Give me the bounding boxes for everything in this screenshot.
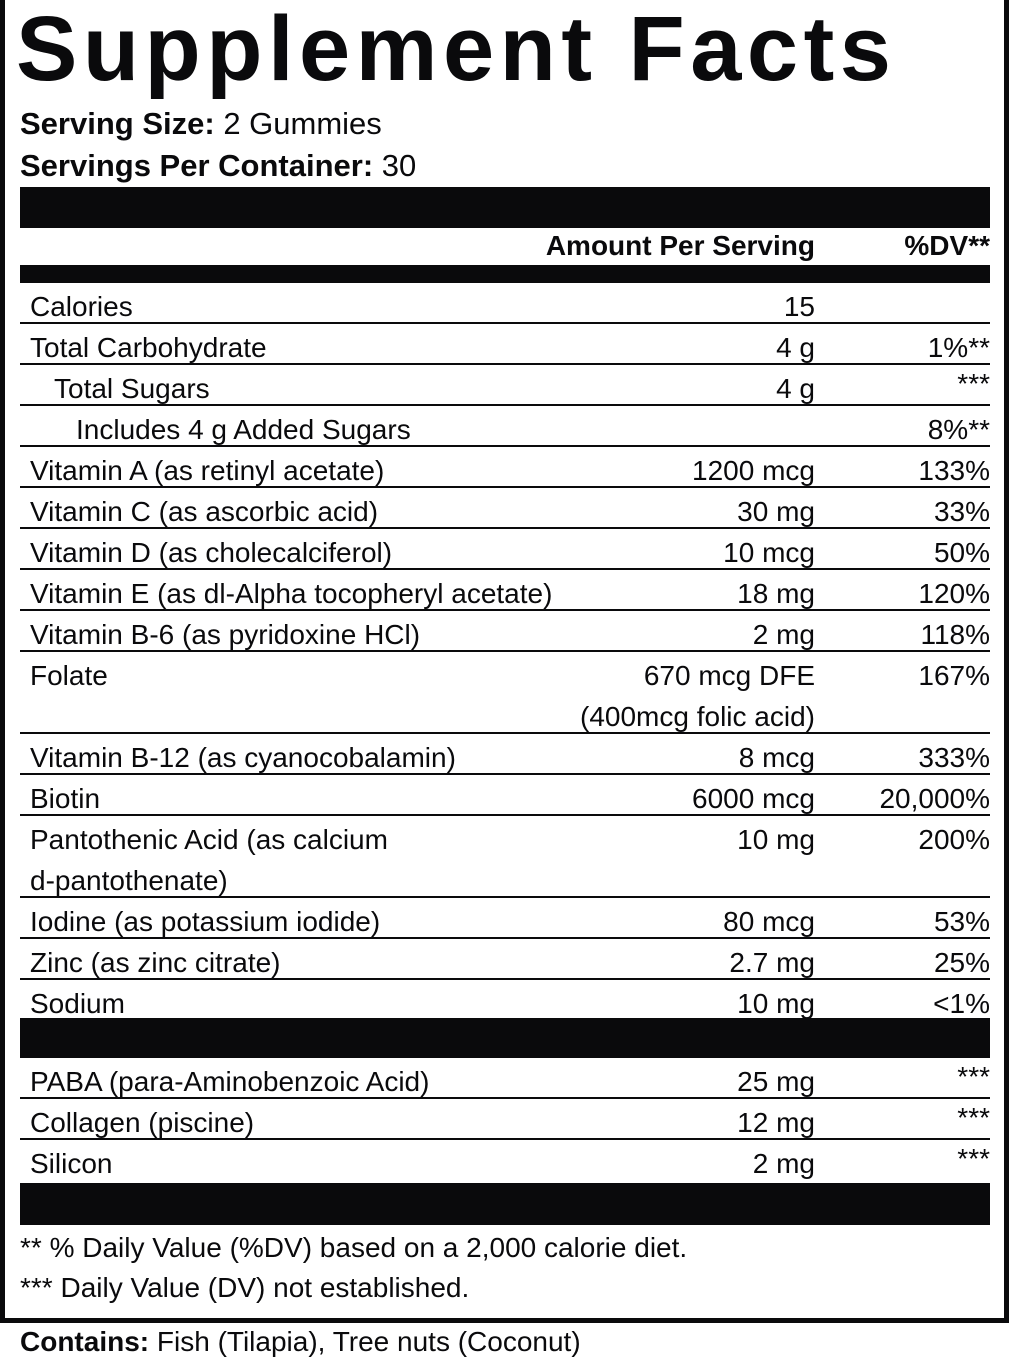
nutrient-name: Iodine (as potassium iodide): [30, 906, 381, 937]
nutrient-row: Total Carbohydrate 4 g 1%**: [20, 324, 990, 365]
serving-size: Serving Size: 2 Gummies: [20, 106, 382, 142]
servings-per-container: Servings Per Container: 30: [20, 148, 416, 184]
nutrient-name: Includes 4 g Added Sugars: [76, 414, 411, 445]
nutrient-dv: 33%: [933, 496, 990, 527]
nutrient-row: Pantothenic Acid (as calcium d-pantothen…: [20, 816, 990, 898]
nutrient-row: PABA (para-Aminobenzoic Acid) 25 mg ***: [20, 1058, 990, 1099]
nutrient-name: Zinc (as zinc citrate): [30, 947, 281, 978]
supplement-facts-panel: [0, 0, 1009, 1323]
nutrient-amount: 80 mcg: [723, 906, 815, 937]
nutrient-row: Folate 670 mcg DFE (400mcg folic acid) 167…: [20, 652, 990, 734]
nutrient-row: Vitamin E (as dl-Alpha tocopheryl acetat…: [20, 570, 990, 611]
other-ingredients-list: PABA (para-Aminobenzoic Acid) 25 mg *** Col…: [20, 1058, 990, 1181]
nutrient-dv: ***: [957, 1143, 990, 1174]
divider-bar: [20, 265, 990, 283]
nutrient-row: Vitamin A (as retinyl acetate) 1200 mcg 13…: [20, 447, 990, 488]
nutrient-amount: 12 mg: [737, 1107, 815, 1138]
nutrient-name: Calories: [30, 291, 133, 322]
nutrient-name: Pantothenic Acid (as calcium d-pantothen…: [30, 824, 388, 896]
nutrient-row: Biotin 6000 mcg 20,000%: [20, 775, 990, 816]
nutrient-name: Vitamin A (as retinyl acetate): [30, 455, 385, 486]
amount-header: Amount Per Serving: [545, 230, 815, 261]
contains-label: Contains:: [20, 1326, 150, 1357]
nutrient-dv: 120%: [918, 578, 990, 609]
nutrient-row: Includes 4 g Added Sugars 8%**: [20, 406, 990, 447]
nutrient-name: Silicon: [30, 1148, 113, 1179]
nutrient-dv: ***: [957, 1061, 990, 1092]
dv-header: %DV**: [904, 230, 990, 261]
contains-value: Fish (Tilapia), Tree nuts (Coconut): [156, 1326, 581, 1357]
nutrient-amount: 2 mg: [752, 619, 815, 650]
nutrient-dv: 200%: [918, 824, 990, 855]
servings-per-container-label: Servings Per Container:: [20, 148, 374, 183]
nutrient-amount: 1200 mcg: [692, 455, 815, 486]
nutrient-dv: 133%: [918, 455, 990, 486]
nutrient-row: Vitamin B-6 (as pyridoxine HCl) 2 mg 118%: [20, 611, 990, 652]
nutrient-name: Vitamin B-12 (as cyanocobalamin): [30, 742, 456, 773]
nutrient-row: Total Sugars 4 g ***: [20, 365, 990, 406]
nutrient-amount: 4 g: [776, 332, 815, 363]
nutrient-name: Vitamin E (as dl-Alpha tocopheryl acetat…: [30, 578, 553, 609]
nutrient-amount: 8 mcg: [738, 742, 815, 773]
nutrient-name: Sodium: [30, 988, 125, 1019]
panel-title: Supplement Facts: [16, 0, 897, 100]
nutrient-amount: 25 mg: [737, 1066, 815, 1097]
nutrient-dv: 20,000%: [879, 783, 990, 814]
nutrient-name: Biotin: [30, 783, 101, 814]
nutrient-amount: 10 mg: [737, 988, 815, 1019]
footnote: ** % Daily Value (%DV) based on a 2,000 …: [20, 1232, 688, 1263]
nutrient-dv: 118%: [920, 619, 990, 650]
nutrient-amount: 4 g: [776, 373, 815, 404]
serving-size-label: Serving Size:: [20, 106, 215, 141]
nutrient-amount: 10 mcg: [723, 537, 815, 568]
nutrient-amount: 670 mcg DFE (400mcg folic acid): [580, 660, 815, 732]
nutrient-name: Total Carbohydrate: [30, 332, 267, 363]
nutrient-row: Collagen (piscine) 12 mg ***: [20, 1099, 990, 1140]
nutrient-dv: 333%: [918, 742, 990, 773]
divider-bar: [20, 187, 990, 228]
nutrient-amount: 15: [783, 291, 815, 322]
nutrient-row: Iodine (as potassium iodide) 80 mcg 53%: [20, 898, 990, 939]
nutrient-amount: 2 mg: [752, 1148, 815, 1179]
nutrient-amount: 2.7 mg: [729, 947, 815, 978]
nutrient-dv: 8%**: [927, 414, 990, 445]
nutrient-amount: 30 mg: [737, 496, 815, 527]
nutrient-dv: ***: [957, 1102, 990, 1133]
nutrient-dv: 1%**: [927, 332, 990, 363]
nutrient-row: Vitamin C (as ascorbic acid) 30 mg 33%: [20, 488, 990, 529]
nutrient-row: Calories 15: [20, 283, 990, 324]
nutrient-dv: 53%: [933, 906, 990, 937]
nutrient-dv: <1%: [933, 988, 990, 1019]
nutrient-name: Total Sugars: [54, 373, 210, 404]
nutrient-name: PABA (para-Aminobenzoic Acid): [30, 1066, 430, 1097]
nutrient-amount: 18 mg: [737, 578, 815, 609]
nutrient-row: Silicon 2 mg ***: [20, 1140, 990, 1181]
nutrient-name: Folate: [30, 660, 108, 691]
nutrient-row: Vitamin B-12 (as cyanocobalamin) 8 mcg 333…: [20, 734, 990, 775]
nutrient-row: Zinc (as zinc citrate) 2.7 mg 25%: [20, 939, 990, 980]
divider-bar: [20, 1018, 990, 1058]
nutrient-amount: 6000 mcg: [692, 783, 815, 814]
nutrient-name: Vitamin D (as cholecalciferol): [30, 537, 393, 568]
nutrient-dv: 167%: [918, 660, 990, 691]
servings-per-container-value: 30: [381, 148, 417, 183]
divider-bar: [20, 1183, 990, 1225]
nutrient-list: Calories 15 Total Carbohydrate 4 g 1%** Total…: [20, 283, 990, 1021]
nutrient-dv: 25%: [933, 947, 990, 978]
allergen-statement: Contains: Fish (Tilapia), Tree nuts (Coc…: [20, 1326, 581, 1358]
column-header: Amount Per Serving %DV**: [20, 228, 990, 265]
footnote: *** Daily Value (DV) not established.: [20, 1272, 470, 1303]
nutrient-dv: 50%: [933, 537, 990, 568]
serving-size-value: 2 Gummies: [223, 106, 382, 141]
nutrient-amount: 10 mg: [737, 824, 815, 855]
nutrient-name: Collagen (piscine): [30, 1107, 255, 1138]
nutrient-row: Vitamin D (as cholecalciferol) 10 mcg 50%: [20, 529, 990, 570]
nutrient-dv: ***: [957, 368, 990, 399]
nutrient-row: Sodium 10 mg <1%: [20, 980, 990, 1021]
nutrient-name: Vitamin B-6 (as pyridoxine HCl): [30, 619, 421, 650]
nutrient-name: Vitamin C (as ascorbic acid): [30, 496, 379, 527]
